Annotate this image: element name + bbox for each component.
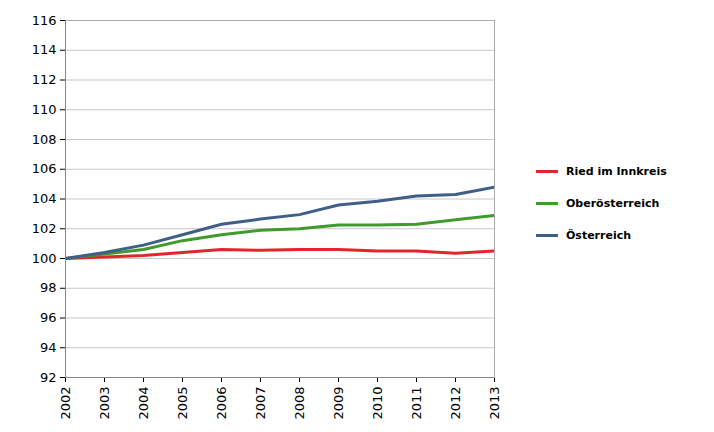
- svg-text:108: 108: [32, 132, 57, 147]
- svg-text:104: 104: [32, 191, 57, 206]
- svg-text:2002: 2002: [58, 387, 73, 420]
- svg-text:106: 106: [32, 161, 57, 176]
- html-text:Oberösterreich: Oberösterreich: [566, 197, 660, 210]
- html-text:Österreich: Österreich: [566, 229, 632, 242]
- svg-text:2012: 2012: [448, 387, 463, 420]
- svg-text:2011: 2011: [409, 387, 424, 420]
- svg-text:2004: 2004: [136, 387, 151, 420]
- svg-text:92: 92: [40, 370, 57, 385]
- svg-text:2009: 2009: [331, 387, 346, 420]
- svg-text:2006: 2006: [214, 387, 229, 420]
- svg-text:2003: 2003: [97, 387, 112, 420]
- svg-text:2008: 2008: [292, 387, 307, 420]
- svg-text:110: 110: [32, 102, 57, 117]
- svg-text:2007: 2007: [253, 387, 268, 420]
- svg-text:112: 112: [32, 72, 57, 87]
- svg-text:2005: 2005: [175, 387, 190, 420]
- html-text:Ried im Innkreis: Ried im Innkreis: [566, 165, 667, 178]
- svg-text:116: 116: [32, 13, 57, 28]
- svg-text:2010: 2010: [370, 387, 385, 420]
- svg-text:100: 100: [32, 251, 57, 266]
- svg-text:102: 102: [32, 221, 57, 236]
- svg-text:114: 114: [32, 42, 57, 57]
- svg-text:98: 98: [40, 280, 57, 295]
- svg-text:94: 94: [40, 340, 57, 355]
- svg-text:96: 96: [40, 310, 57, 325]
- svg-text:2013: 2013: [487, 387, 502, 420]
